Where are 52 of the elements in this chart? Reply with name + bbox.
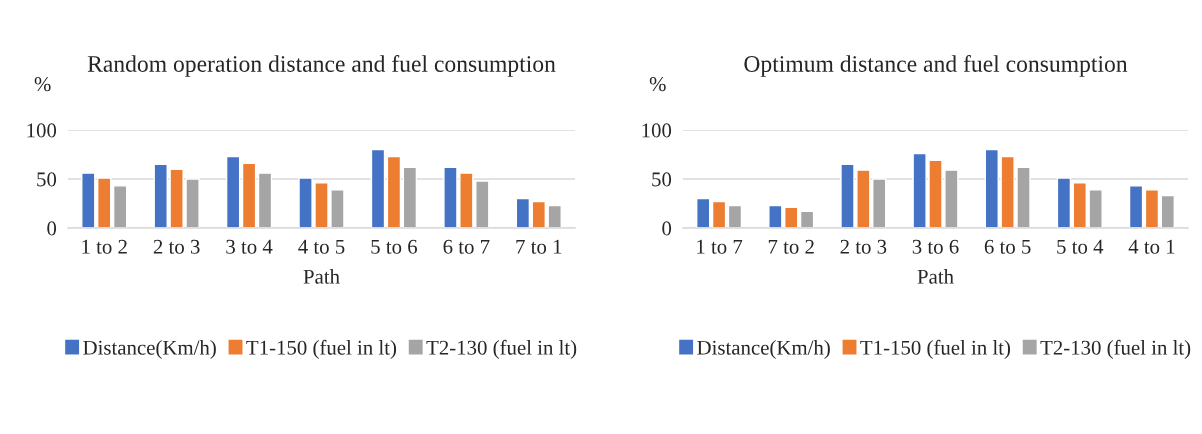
legend-label: T2-130 (fuel in lt) xyxy=(426,339,577,359)
y-axis-title: % xyxy=(649,77,666,92)
y-tick-label: 100 xyxy=(27,123,57,138)
bar xyxy=(402,166,418,228)
y-tick-label: 50 xyxy=(37,172,57,187)
x-tick-label: 6 to 5 xyxy=(984,239,1031,254)
x-tick-label: 5 to 6 xyxy=(371,239,418,254)
bar xyxy=(696,197,711,228)
bar xyxy=(257,172,273,228)
legend-label: T2-130 (fuel in lt) xyxy=(1040,339,1191,359)
x-tick-label: 3 to 4 xyxy=(226,239,273,254)
x-tick-label: 6 to 7 xyxy=(443,239,490,254)
bar xyxy=(799,210,815,228)
bar xyxy=(1056,177,1072,228)
x-tick-label: 7 to 2 xyxy=(768,239,814,254)
x-tick-label: 2 to 3 xyxy=(153,239,200,254)
bar xyxy=(547,204,562,228)
y-tick-label: 50 xyxy=(652,172,672,187)
chart-title: Random operation distance and fuel consumption xyxy=(87,55,556,77)
x-tick-label: 4 to 5 xyxy=(298,239,345,254)
x-tick-label: 4 to 1 xyxy=(1128,239,1175,254)
bar xyxy=(1144,189,1160,228)
y-tick-label: 0 xyxy=(662,221,672,236)
y-tick-label: 0 xyxy=(47,221,57,236)
bar xyxy=(370,148,386,228)
legend-label: T1-150 (fuel in lt) xyxy=(246,339,397,359)
bar xyxy=(112,185,128,228)
y-tick-label: 100 xyxy=(642,123,672,138)
x-tick-label: 3 to 6 xyxy=(912,239,959,254)
bar xyxy=(727,204,743,228)
x-tick-label: 2 to 3 xyxy=(840,239,887,254)
x-tick-label: 1 to 7 xyxy=(697,239,743,254)
x-tick-label: 7 to 1 xyxy=(516,239,562,254)
x-tick-label: 5 to 4 xyxy=(1057,239,1104,254)
bar xyxy=(81,172,96,228)
x-axis-title: Path xyxy=(917,269,954,284)
x-axis-title: Path xyxy=(303,269,340,284)
bar xyxy=(241,162,257,228)
bar xyxy=(225,155,241,228)
y-axis-title: % xyxy=(34,77,51,92)
bar xyxy=(711,200,727,228)
bar xyxy=(531,200,546,228)
legend-label: Distance(Km/h) xyxy=(697,340,830,359)
legend-label: Distance(Km/h) xyxy=(83,340,216,359)
x-tick-label: 1 to 2 xyxy=(82,239,127,254)
bar xyxy=(386,155,402,228)
bar xyxy=(515,197,531,228)
bar xyxy=(97,177,112,228)
bar xyxy=(1128,185,1144,228)
bar xyxy=(1160,194,1175,228)
legend-label: T1-150 (fuel in lt) xyxy=(860,339,1011,359)
chart-title: Optimum distance and fuel consumption xyxy=(744,55,1128,77)
